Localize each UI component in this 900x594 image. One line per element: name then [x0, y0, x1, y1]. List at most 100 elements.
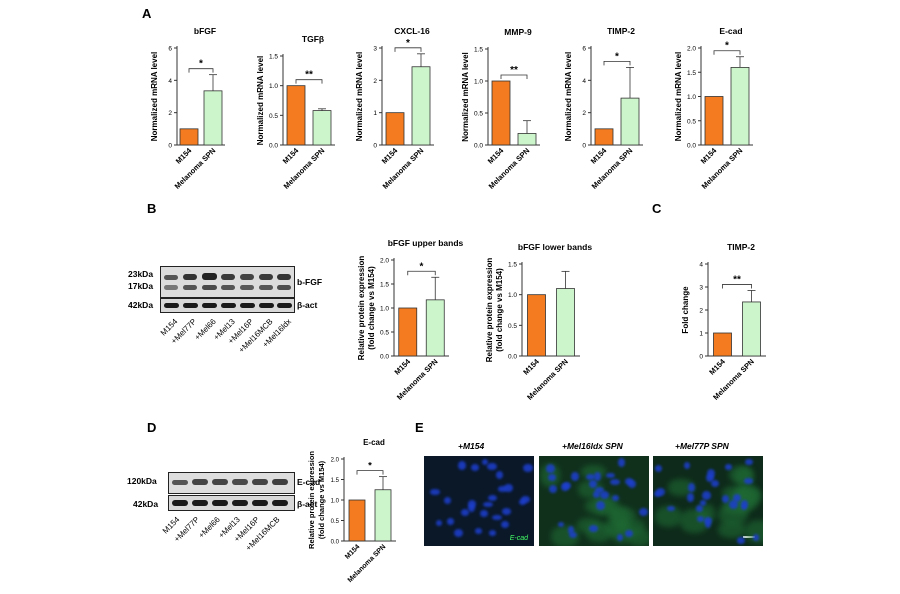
chart-group: bFGF upper bands 0.0 0.5 1.0 1.5 2.0 Relative …	[357, 238, 464, 402]
chart-group: bFGF lower bands 0.0 0.5 1.0 1.5 Relative pro…	[485, 242, 592, 402]
x-tick-label: M154	[281, 145, 301, 165]
cell-nucleus	[687, 493, 694, 502]
cell-nucleus	[483, 502, 493, 508]
cell-nucleus	[655, 465, 663, 473]
bar	[203, 90, 223, 146]
significance-marker: *	[199, 59, 203, 70]
x-tick-label: Melanoma SPN	[282, 146, 327, 191]
x-tick-label: M154	[521, 356, 541, 376]
cell-membrane-signal	[728, 465, 752, 483]
cell-nucleus	[695, 504, 704, 513]
cell-nucleus	[563, 481, 572, 490]
panel-letter-a: A	[142, 6, 152, 21]
cell-nucleus	[625, 478, 634, 485]
y-tick-label: 1	[699, 331, 703, 338]
y-axis-label: Normalized mRNA level	[256, 56, 265, 146]
cell-nucleus	[523, 463, 533, 472]
chart-title: CXCL-16	[394, 26, 430, 36]
y-tick-label: 2.0	[380, 258, 389, 265]
y-axis-label-2: (fold change vs M154)	[367, 266, 376, 350]
cell-nucleus	[600, 491, 610, 499]
cell-nucleus	[707, 468, 715, 478]
blot-target-bactin-d: β-act	[297, 499, 318, 509]
cell-nucleus	[571, 472, 579, 481]
cell-nucleus	[704, 520, 712, 529]
significance-bracket	[603, 61, 631, 66]
y-tick-label: 0.0	[687, 143, 696, 150]
y-axis-label: Normalized mRNA level	[355, 52, 364, 142]
cell-nucleus	[595, 486, 605, 493]
blot-target-bfgf: b-FGF	[297, 277, 323, 287]
cell-nucleus	[752, 533, 760, 542]
cell-nucleus	[710, 479, 719, 487]
cell-nucleus	[733, 493, 742, 502]
cell-nucleus	[487, 494, 497, 501]
significance-bracket	[394, 47, 422, 52]
y-tick-label: 0	[168, 143, 172, 150]
cell-nucleus	[454, 528, 464, 537]
kda-label-42: 42kDa	[133, 499, 159, 509]
cell-membrane-signal	[609, 507, 637, 524]
y-tick-label: 1.0	[331, 499, 340, 505]
significance-bracket	[356, 470, 384, 475]
x-tick-label: M154	[174, 145, 194, 165]
x-tick-label: M154	[393, 356, 413, 376]
y-tick-label: 4	[168, 78, 172, 85]
y-tick-label: 0.5	[380, 330, 389, 337]
cell-nucleus	[725, 464, 732, 470]
y-tick-label: 1.5	[380, 282, 389, 289]
blot-strip-bactin-b	[160, 298, 295, 313]
micrograph-mel16ldx-spn	[539, 456, 649, 546]
micrograph-m154: E-cad	[424, 456, 534, 546]
cell-nucleus	[500, 520, 510, 529]
chart-group: TIMP-2 0 2 4 6 Normalized mRNA level M154Melan…	[564, 26, 643, 191]
bar	[556, 288, 575, 357]
bar	[730, 67, 750, 146]
cell-nucleus	[460, 509, 469, 516]
y-tick-label: 4	[699, 262, 703, 269]
y-tick-label: 2	[373, 78, 377, 85]
micrograph-title-mel16ldx: +Mel16ldx SPN	[562, 441, 623, 451]
chart-title: bFGF lower bands	[518, 242, 592, 252]
cell-nucleus	[446, 518, 454, 525]
y-tick-label: 2.0	[687, 46, 696, 53]
significance-bracket	[713, 50, 741, 55]
cell-membrane-signal	[654, 506, 682, 527]
cell-nucleus	[492, 514, 502, 520]
chart-group: MMP-9 0.0 0.5 1.0 1.5 Normalized mRNA level M1…	[461, 27, 540, 191]
panel-letter-e: E	[415, 420, 424, 435]
y-tick-label: 2	[168, 110, 172, 117]
cell-nucleus	[702, 491, 712, 500]
bar	[411, 66, 431, 146]
bar	[312, 110, 332, 146]
cell-nucleus	[616, 533, 624, 542]
y-tick-label: 2	[582, 110, 586, 117]
y-tick-label: 0	[582, 143, 586, 150]
chart-group: CXCL-16 0 1 2 3 Normalized mRNA level M154Mela…	[355, 26, 434, 191]
panel-letter-d: D	[147, 420, 157, 435]
chart-title: bFGF upper bands	[388, 238, 464, 248]
blot-strip-ecad	[168, 472, 295, 494]
cell-nucleus	[611, 494, 620, 502]
chart-title: TGFβ	[302, 34, 324, 44]
cell-nucleus	[488, 530, 497, 536]
cell-nucleus	[596, 501, 605, 511]
significance-marker: **	[733, 274, 741, 285]
y-tick-label: 0	[699, 354, 703, 361]
y-tick-label: 1.5	[508, 262, 517, 269]
cell-nucleus	[589, 525, 599, 532]
western-blot-bfgf: 23kDa 17kDa 42kDa b-FGF β-act M154 +Mel7…	[125, 262, 325, 382]
y-tick-label: 4	[582, 78, 586, 85]
cell-membrane-signal	[667, 479, 695, 496]
x-tick-label: Melanoma SPN	[395, 357, 440, 402]
cell-nucleus	[521, 495, 530, 504]
bar	[425, 299, 445, 357]
cell-nucleus	[653, 491, 661, 498]
cell-nucleus	[471, 464, 480, 472]
micrograph-title-mel77p: +Mel77P SPN	[675, 441, 729, 451]
chart-title: bFGF	[194, 26, 216, 36]
x-tick-label: M154	[707, 356, 727, 376]
chart-group: TGFβ 0.0 0.5 1.0 1.5 Normalized mRNA level M15…	[256, 34, 335, 191]
cell-nucleus	[435, 520, 442, 527]
